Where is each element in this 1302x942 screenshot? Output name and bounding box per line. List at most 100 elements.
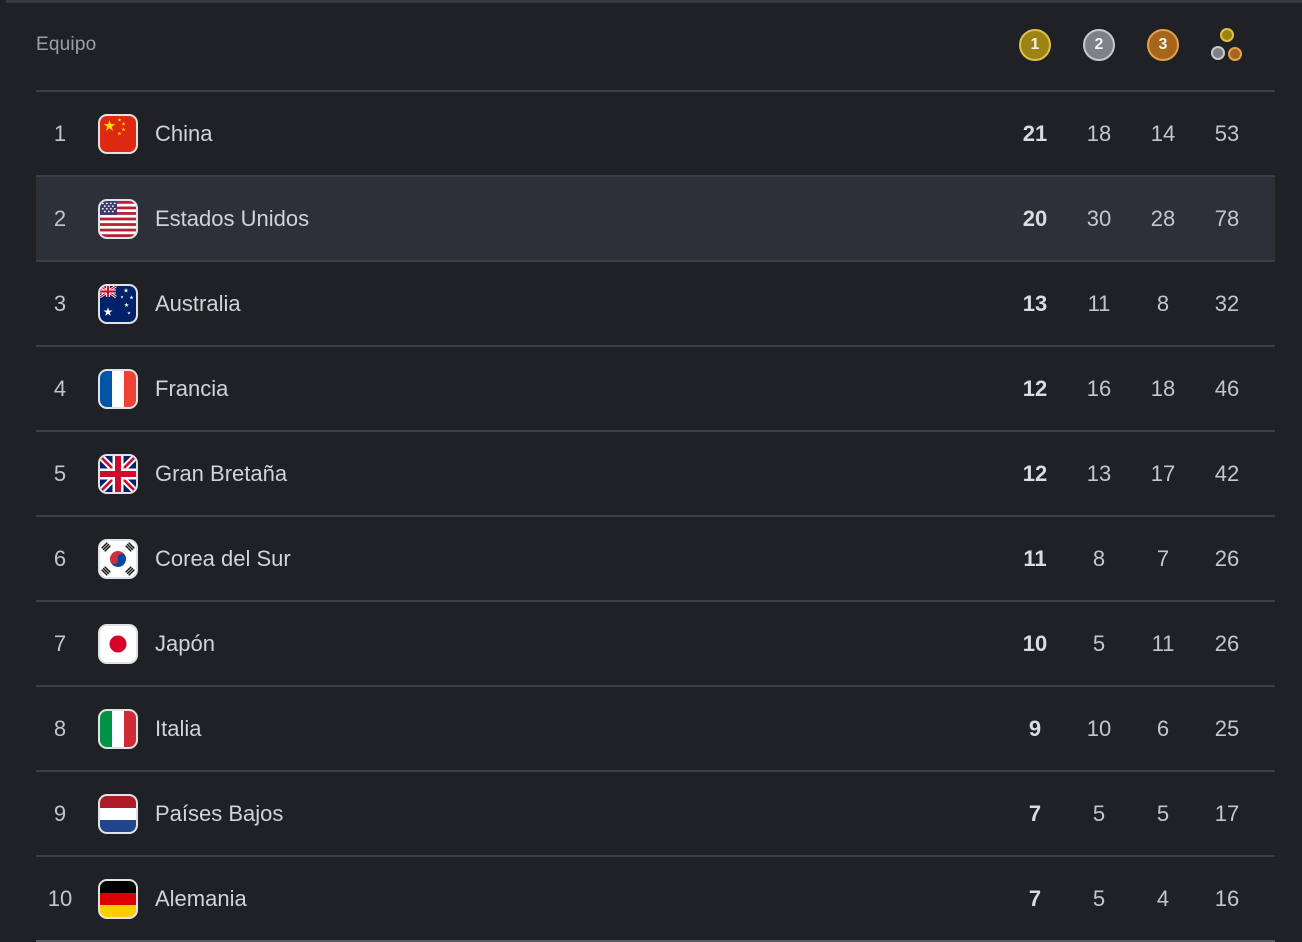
- bronze-count: 6: [1156, 715, 1170, 741]
- bronze-count: 28: [1150, 205, 1176, 231]
- gold-count: 10: [1022, 630, 1048, 656]
- silver-count: 10: [1086, 715, 1112, 741]
- table-row[interactable]: 7 Japón 10 5 11 26: [36, 602, 1275, 687]
- gold-count: 13: [1022, 290, 1048, 316]
- gold-count: 12: [1022, 375, 1048, 401]
- silver-column-header: 2: [1075, 29, 1123, 61]
- bronze-count: 4: [1156, 885, 1170, 911]
- country-name: Países Bajos: [155, 800, 284, 826]
- silver-count: 18: [1086, 120, 1112, 146]
- table-row[interactable]: 1 China 21 18 14 53: [36, 92, 1275, 177]
- country-name: China: [155, 120, 213, 146]
- gold-column-header: 1: [1011, 29, 1059, 61]
- team-column-header: Equipo: [36, 34, 97, 55]
- gold-count: 7: [1028, 885, 1042, 911]
- bronze-column-header: 3: [1139, 29, 1187, 61]
- country-name: Italia: [155, 715, 202, 741]
- silver-count: 5: [1092, 630, 1106, 656]
- table-row[interactable]: 6 Corea del Sur 11 8 7 26: [36, 517, 1275, 602]
- gold-count: 9: [1028, 715, 1042, 741]
- total-count: 25: [1214, 715, 1240, 741]
- gold-medal-icon: 1: [1019, 29, 1051, 61]
- rank: 3: [53, 290, 67, 316]
- table-header: Equipo 1 2 3: [36, 0, 1275, 92]
- bronze-medal-icon: 3: [1147, 29, 1179, 61]
- total-count: 78: [1214, 205, 1240, 231]
- gold-count: 20: [1022, 205, 1048, 231]
- country-name: Alemania: [155, 885, 247, 911]
- gold-count: 7: [1028, 800, 1042, 826]
- table-row[interactable]: 10 Alemania 7 5 4 16: [36, 857, 1275, 942]
- silver-count: 30: [1086, 205, 1112, 231]
- silver-medal-icon: 2: [1083, 29, 1115, 61]
- table-row[interactable]: 5 Gran Bretaña 12 13 17 42: [36, 432, 1275, 517]
- rank: 2: [53, 205, 67, 231]
- country-name: Francia: [155, 375, 229, 401]
- silver-count: 5: [1092, 885, 1106, 911]
- bronze-count: 7: [1156, 545, 1170, 571]
- table-row[interactable]: 4 Francia 12 16 18 46: [36, 347, 1275, 432]
- silver-count: 11: [1087, 290, 1111, 316]
- country-name: Gran Bretaña: [155, 460, 288, 486]
- total-count: 26: [1214, 630, 1240, 656]
- silver-count: 5: [1092, 800, 1106, 826]
- bronze-count: 14: [1150, 120, 1176, 146]
- total-count: 26: [1214, 545, 1240, 571]
- top-divider: [6, 0, 1302, 3]
- rank: 9: [53, 800, 67, 826]
- flag-usa-icon: [98, 198, 138, 239]
- rank: 10: [47, 885, 73, 911]
- silver-count: 13: [1086, 460, 1112, 486]
- flag-australia-icon: [98, 283, 138, 324]
- bronze-count: 8: [1156, 290, 1170, 316]
- bronze-count: 17: [1150, 460, 1176, 486]
- total-count: 16: [1214, 885, 1240, 911]
- flag-italy-icon: [98, 708, 138, 749]
- medal-table: Equipo 1 2 3: [36, 0, 1275, 942]
- gold-medal-number: 1: [1030, 36, 1040, 53]
- silver-dot-icon: [1211, 46, 1225, 60]
- rank: 8: [53, 715, 67, 741]
- country-name: Australia: [155, 290, 241, 316]
- total-medals-icon: [1209, 27, 1245, 63]
- gold-dot-icon: [1220, 28, 1234, 42]
- gold-count: 21: [1022, 120, 1048, 146]
- table-row[interactable]: 9 Países Bajos 7 5 5 17: [36, 772, 1275, 857]
- rank: 1: [53, 120, 67, 146]
- bronze-dot-icon: [1228, 47, 1242, 61]
- total-count: 32: [1214, 290, 1240, 316]
- total-count: 42: [1214, 460, 1240, 486]
- total-count: 53: [1214, 120, 1240, 146]
- flag-france-icon: [98, 368, 138, 409]
- medal-table-body: 1 China 21 18 14 53 2 Estados Unidos 20 …: [36, 92, 1275, 942]
- gold-count: 11: [1023, 545, 1047, 571]
- flag-south-korea-icon: [98, 538, 138, 579]
- total-column-header: [1203, 27, 1251, 63]
- table-row[interactable]: 2 Estados Unidos 20 30 28 78: [36, 177, 1275, 262]
- bronze-count: 5: [1156, 800, 1170, 826]
- flag-japan-icon: [98, 623, 138, 664]
- rank: 5: [53, 460, 67, 486]
- flag-china-icon: [98, 113, 138, 154]
- bronze-medal-number: 3: [1158, 36, 1168, 53]
- flag-uk-icon: [98, 453, 138, 494]
- silver-medal-number: 2: [1094, 36, 1104, 53]
- flag-netherlands-icon: [98, 793, 138, 834]
- rank: 7: [53, 630, 67, 656]
- country-name: Estados Unidos: [155, 205, 310, 231]
- gold-count: 12: [1022, 460, 1048, 486]
- silver-count: 16: [1086, 375, 1112, 401]
- bronze-count: 18: [1150, 375, 1176, 401]
- table-row[interactable]: 3 Australia 13 11 8 32: [36, 262, 1275, 347]
- country-name: Japón: [155, 630, 215, 656]
- country-name: Corea del Sur: [155, 545, 291, 571]
- rank: 4: [53, 375, 67, 401]
- total-count: 46: [1214, 375, 1240, 401]
- silver-count: 8: [1092, 545, 1106, 571]
- table-row[interactable]: 8 Italia 9 10 6 25: [36, 687, 1275, 772]
- flag-germany-icon: [98, 878, 138, 919]
- bronze-count: 11: [1151, 630, 1175, 656]
- rank: 6: [53, 545, 67, 571]
- total-count: 17: [1214, 800, 1240, 826]
